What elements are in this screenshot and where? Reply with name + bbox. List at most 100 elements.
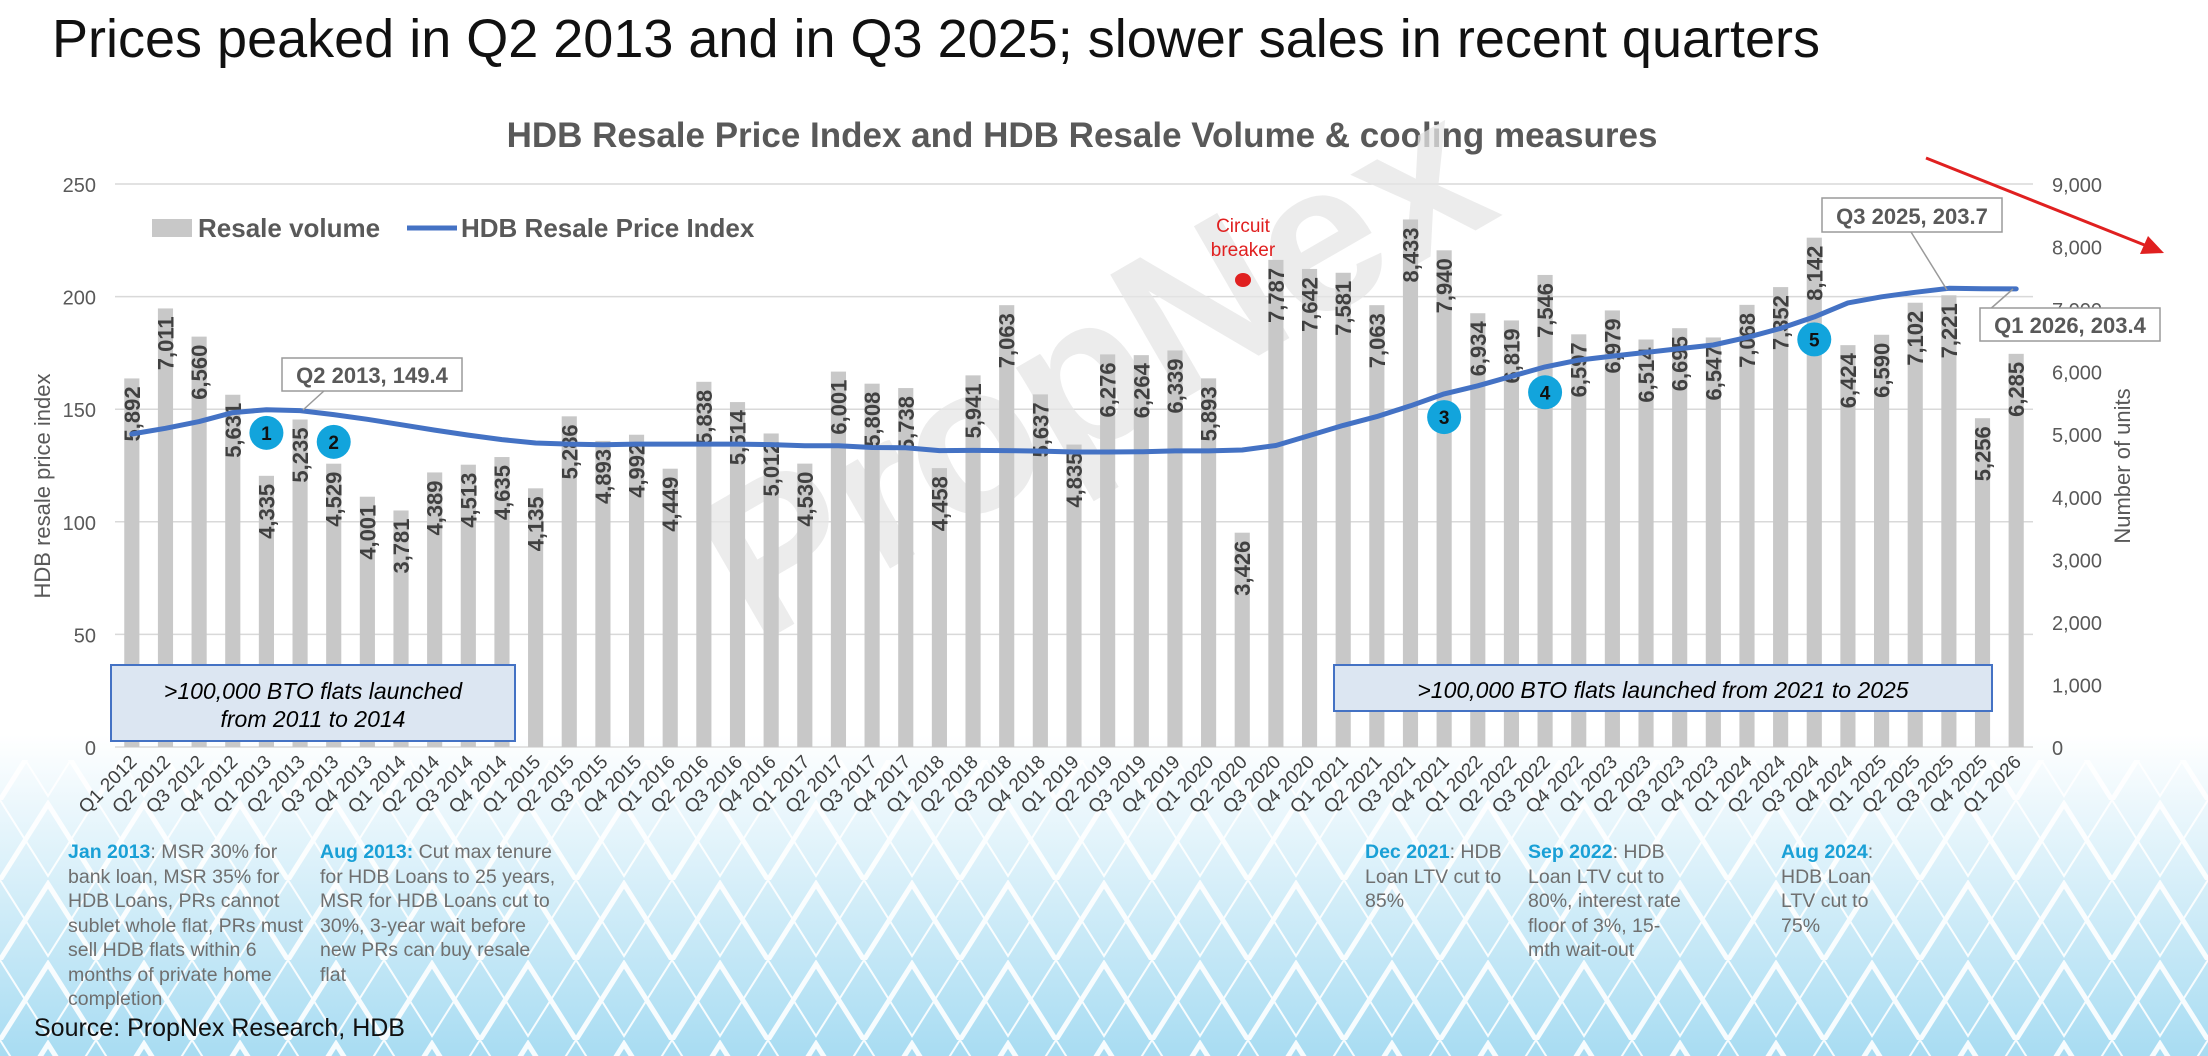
measure-marker: 4 xyxy=(1528,375,1563,410)
volume-bar-label: 4,530 xyxy=(793,472,818,527)
volume-bar-label: 4,529 xyxy=(322,472,347,527)
volume-bar-label: 5,838 xyxy=(692,390,717,445)
volume-bar xyxy=(931,468,947,747)
volume-bar-label: 6,276 xyxy=(1096,362,1121,417)
callout-q1-2026-text: Q1 2026, 203.4 xyxy=(1994,313,2146,338)
chart-title: HDB Resale Price Index and HDB Resale Vo… xyxy=(507,116,1658,155)
volume-bar-label: 4,992 xyxy=(625,443,650,498)
volume-bar-label: 6,695 xyxy=(1668,336,1693,391)
volume-bar-label: 7,940 xyxy=(1432,258,1457,313)
volume-bar xyxy=(898,388,914,747)
svg-text:2: 2 xyxy=(328,433,339,454)
left-tick-label: 0 xyxy=(85,738,96,760)
volume-bar xyxy=(965,375,981,747)
callout-q1-2026: Q1 2026, 203.4 xyxy=(1979,288,2161,342)
volume-bar-label: 5,514 xyxy=(726,409,751,465)
svg-text:1: 1 xyxy=(261,424,272,445)
callout-q3-2025: Q3 2025, 203.7 xyxy=(1821,197,2003,291)
volume-bar xyxy=(797,463,813,747)
measure-marker: 1 xyxy=(249,415,284,450)
volume-bar xyxy=(662,468,678,747)
volume-bar-label: 5,012 xyxy=(759,441,784,496)
callout-q2-2013: Q2 2013, 149.4 xyxy=(281,357,463,411)
volume-bar xyxy=(1234,532,1250,747)
bto-box-1-line-2: from 2011 to 2014 xyxy=(221,706,406,732)
volume-bar-labels: 5,8927,0116,5605,6314,3355,2354,5294,001… xyxy=(120,227,2029,595)
volume-bar-label: 3,781 xyxy=(389,518,414,573)
volume-bar xyxy=(157,308,174,747)
volume-bar-label: 7,063 xyxy=(995,313,1020,368)
right-axis-ticks: 01,0002,0003,0004,0005,0006,0007,0008,00… xyxy=(2052,175,2102,760)
trend-arrow-icon xyxy=(1925,156,2164,254)
volume-bar-label: 6,514 xyxy=(1634,347,1659,403)
volume-bar-label: 4,458 xyxy=(927,476,952,531)
callout-q3-2025-text: Q3 2025, 203.7 xyxy=(1836,204,1988,229)
left-tick-label: 250 xyxy=(63,175,96,197)
bto-box-1-line-1: >100,000 BTO flats launched xyxy=(164,678,463,704)
volume-bar-label: 6,285 xyxy=(2004,362,2029,417)
source-note: Source: PropNex Research, HDB xyxy=(34,1014,405,1042)
svg-text:5: 5 xyxy=(1809,330,1820,351)
volume-bar-label: 6,264 xyxy=(1129,362,1154,418)
volume-bar xyxy=(1436,250,1452,747)
volume-bar-label: 7,063 xyxy=(1365,313,1390,368)
right-tick-label: 5,000 xyxy=(2052,425,2102,447)
bto-box-2011-2014: >100,000 BTO flats launched from 2011 to… xyxy=(110,664,516,742)
volume-bar xyxy=(1268,259,1284,747)
svg-text:4: 4 xyxy=(1540,383,1551,404)
right-tick-label: 2,000 xyxy=(2052,613,2102,635)
volume-bar-label: 5,893 xyxy=(1197,386,1222,441)
volume-bar xyxy=(763,433,779,747)
volume-bar-label: 4,389 xyxy=(423,480,448,535)
bto-box-2-text: >100,000 BTO flats launched from 2021 to… xyxy=(1417,677,1908,703)
volume-bar xyxy=(1705,337,1721,747)
volume-bar xyxy=(628,434,645,747)
volume-bar-label: 8,433 xyxy=(1398,227,1423,282)
note-aug-2013: Aug 2013: Cut max tenure for HDB Loans t… xyxy=(320,841,556,986)
volume-bar xyxy=(1301,268,1318,747)
volume-bar-label: 6,001 xyxy=(826,380,851,435)
volume-bar-label: 6,424 xyxy=(1836,352,1861,408)
volume-bar xyxy=(1470,313,1486,747)
legend-line-label: HDB Resale Price Index xyxy=(461,213,755,243)
circuit-breaker-label: Circuit breaker xyxy=(1211,216,1276,261)
volume-bar-label: 6,560 xyxy=(187,345,212,400)
volume-bar-label: 5,286 xyxy=(557,424,582,479)
volume-bar xyxy=(528,488,544,747)
measure-marker: 2 xyxy=(316,424,351,459)
volume-bar-label: 4,449 xyxy=(658,477,683,532)
legend-bar-swatch xyxy=(152,219,192,237)
volume-bar xyxy=(696,381,712,747)
svg-text:3: 3 xyxy=(1439,408,1450,429)
volume-bar-label: 6,547 xyxy=(1701,345,1726,400)
volume-bar xyxy=(1874,334,1890,747)
volume-bar-label: 4,513 xyxy=(456,473,481,528)
price-index-line xyxy=(129,285,2019,455)
right-tick-label: 3,000 xyxy=(2052,550,2102,572)
callout-q2-2013-text: Q2 2013, 149.4 xyxy=(296,363,448,388)
volume-bar-label: 4,835 xyxy=(1062,453,1087,508)
volume-bar-label: 6,979 xyxy=(1600,318,1625,373)
volume-bar xyxy=(2008,353,2024,747)
volume-bar-label: 6,934 xyxy=(1466,320,1491,376)
volume-bar-label: 4,001 xyxy=(355,505,380,560)
volume-bar xyxy=(1806,237,1822,747)
volume-bar xyxy=(561,416,577,747)
volume-bar-label: 5,637 xyxy=(1028,402,1053,457)
volume-bar xyxy=(225,394,241,747)
volume-bar xyxy=(1941,295,1957,747)
left-tick-label: 50 xyxy=(74,625,96,647)
right-tick-label: 4,000 xyxy=(2052,488,2102,510)
volume-bar-label: 6,597 xyxy=(1567,342,1592,397)
volume-bar xyxy=(1402,219,1419,747)
volume-bar xyxy=(999,305,1015,747)
volume-bar xyxy=(1066,444,1082,747)
volume-bar xyxy=(729,402,746,747)
right-tick-label: 8,000 xyxy=(2052,238,2102,260)
volume-bar-label: 5,941 xyxy=(961,383,986,438)
volume-bar-label: 5,738 xyxy=(894,396,919,451)
volume-bar-label: 5,235 xyxy=(288,428,313,483)
volume-bar-label: 3,426 xyxy=(1230,541,1255,596)
volume-bar xyxy=(1201,378,1217,747)
